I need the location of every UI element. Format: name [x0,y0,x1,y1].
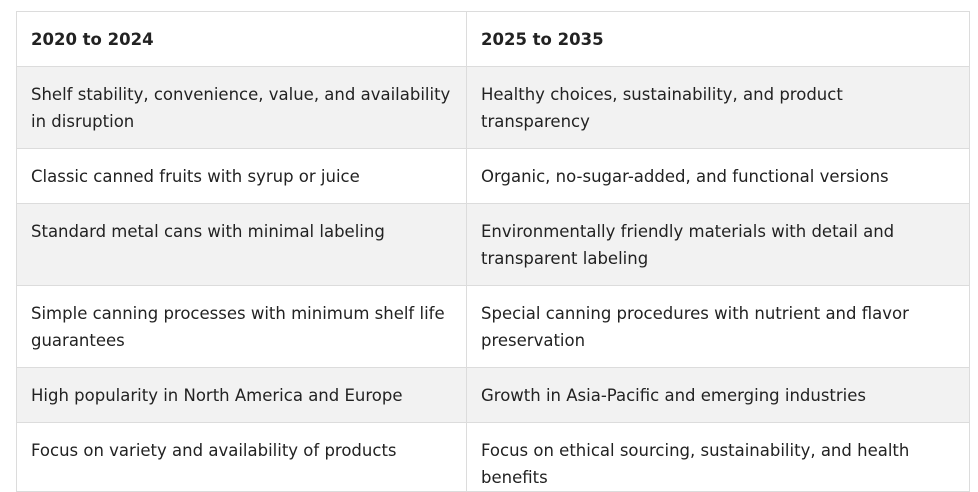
column-header-2020-2024: 2020 to 2024 [16,11,467,67]
table-cell: High popularity in North America and Eur… [16,367,467,423]
table-row: Standard metal cans with minimal labelin… [16,203,970,286]
table-cell: Healthy choices, sustainability, and pro… [466,66,970,149]
table-cell: Growth in Asia-Pacific and emerging indu… [466,367,970,423]
table-cell: Focus on variety and availability of pro… [16,422,467,492]
table-row: Classic canned fruits with syrup or juic… [16,148,970,204]
comparison-table: 2020 to 2024 2025 to 2035 Shelf stabilit… [16,11,970,492]
table-cell: Standard metal cans with minimal labelin… [16,203,467,286]
table-row: Focus on variety and availability of pro… [16,422,970,492]
table-cell: Focus on ethical sourcing, sustainabilit… [466,422,970,492]
table-cell: Shelf stability, convenience, value, and… [16,66,467,149]
table-cell: Environmentally friendly materials with … [466,203,970,286]
column-header-2025-2035: 2025 to 2035 [466,11,970,67]
table-header-row: 2020 to 2024 2025 to 2035 [16,11,970,67]
table-row: Simple canning processes with minimum sh… [16,285,970,368]
table-row: Shelf stability, convenience, value, and… [16,66,970,149]
table-cell: Organic, no-sugar-added, and functional … [466,148,970,204]
table-cell: Special canning procedures with nutrient… [466,285,970,368]
table-cell: Classic canned fruits with syrup or juic… [16,148,467,204]
table-cell: Simple canning processes with minimum sh… [16,285,467,368]
comparison-table-container: 2020 to 2024 2025 to 2035 Shelf stabilit… [16,11,970,492]
table-row: High popularity in North America and Eur… [16,367,970,423]
